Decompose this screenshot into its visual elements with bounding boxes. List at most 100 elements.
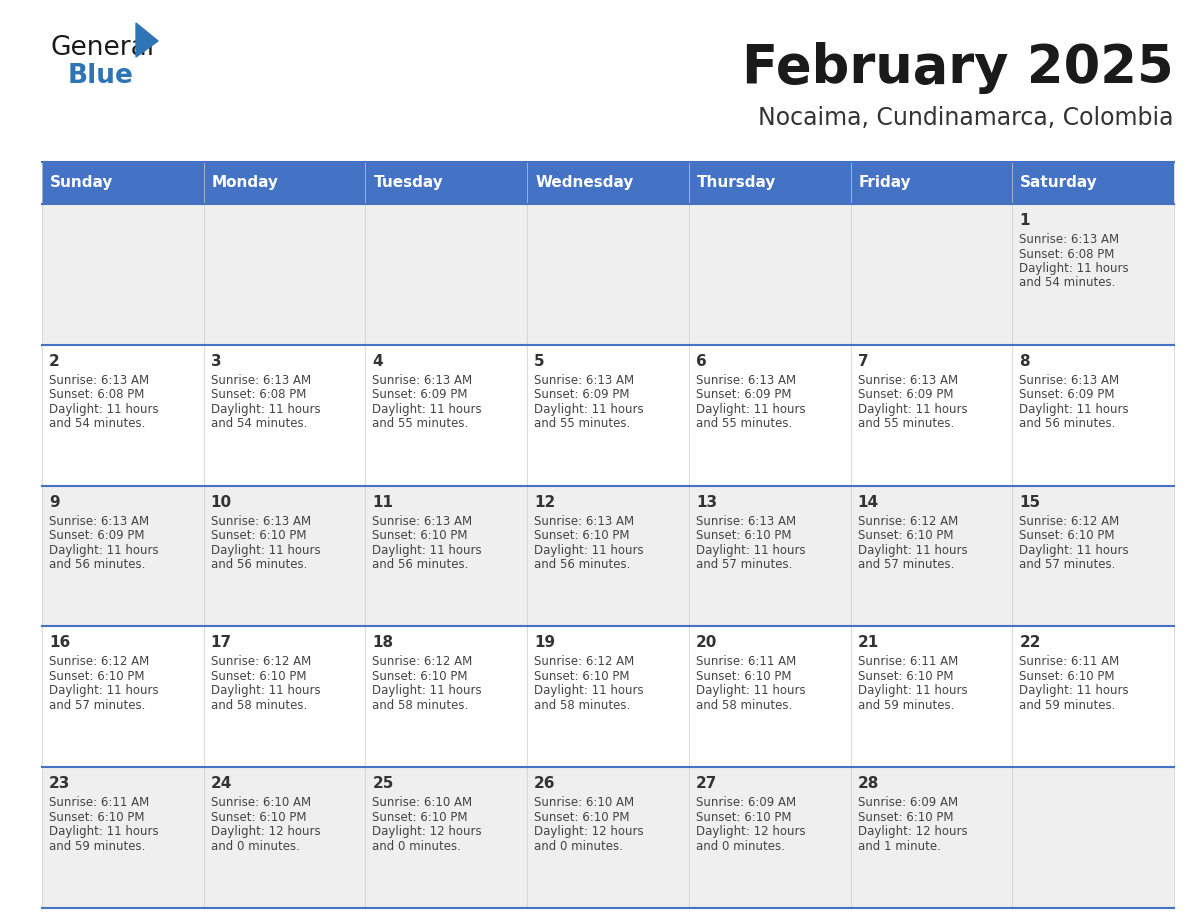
Text: Sunrise: 6:13 AM: Sunrise: 6:13 AM <box>49 374 150 386</box>
Text: Sunrise: 6:13 AM: Sunrise: 6:13 AM <box>372 515 473 528</box>
Text: and 57 minutes.: and 57 minutes. <box>1019 558 1116 571</box>
Text: 23: 23 <box>49 777 70 791</box>
Text: and 55 minutes.: and 55 minutes. <box>696 418 792 431</box>
Text: Sunset: 6:09 PM: Sunset: 6:09 PM <box>535 388 630 401</box>
Text: 16: 16 <box>49 635 70 650</box>
Text: Sunset: 6:09 PM: Sunset: 6:09 PM <box>858 388 953 401</box>
Bar <box>42 626 203 767</box>
Text: Daylight: 11 hours: Daylight: 11 hours <box>535 543 644 556</box>
Text: Daylight: 11 hours: Daylight: 11 hours <box>535 403 644 416</box>
Text: Sunset: 6:10 PM: Sunset: 6:10 PM <box>1019 670 1114 683</box>
Text: Sunset: 6:10 PM: Sunset: 6:10 PM <box>535 811 630 823</box>
Text: and 56 minutes.: and 56 minutes. <box>210 558 307 571</box>
Text: Sunset: 6:10 PM: Sunset: 6:10 PM <box>858 811 953 823</box>
Text: Sunrise: 6:09 AM: Sunrise: 6:09 AM <box>696 796 796 809</box>
Text: 18: 18 <box>372 635 393 650</box>
Text: Sunrise: 6:12 AM: Sunrise: 6:12 AM <box>49 655 150 668</box>
Text: Daylight: 12 hours: Daylight: 12 hours <box>696 825 805 838</box>
Bar <box>527 486 689 626</box>
Text: and 59 minutes.: and 59 minutes. <box>858 699 954 711</box>
Text: Sunrise: 6:09 AM: Sunrise: 6:09 AM <box>858 796 958 809</box>
Text: Daylight: 11 hours: Daylight: 11 hours <box>210 403 321 416</box>
Text: Sunset: 6:10 PM: Sunset: 6:10 PM <box>372 529 468 543</box>
Text: 8: 8 <box>1019 353 1030 369</box>
Bar <box>851 486 1012 626</box>
Bar <box>527 626 689 767</box>
Text: Sunset: 6:08 PM: Sunset: 6:08 PM <box>210 388 307 401</box>
Text: Sunrise: 6:13 AM: Sunrise: 6:13 AM <box>858 374 958 386</box>
Text: Sunset: 6:10 PM: Sunset: 6:10 PM <box>1019 529 1114 543</box>
Text: Sunrise: 6:12 AM: Sunrise: 6:12 AM <box>210 655 311 668</box>
Bar <box>851 345 1012 486</box>
Text: Sunrise: 6:13 AM: Sunrise: 6:13 AM <box>210 515 311 528</box>
Text: and 0 minutes.: and 0 minutes. <box>696 840 785 853</box>
Text: Sunrise: 6:11 AM: Sunrise: 6:11 AM <box>49 796 150 809</box>
Text: Sunset: 6:09 PM: Sunset: 6:09 PM <box>696 388 791 401</box>
Bar <box>689 486 851 626</box>
Text: Sunrise: 6:13 AM: Sunrise: 6:13 AM <box>535 374 634 386</box>
Text: 27: 27 <box>696 777 718 791</box>
Bar <box>366 486 527 626</box>
Text: Sunrise: 6:13 AM: Sunrise: 6:13 AM <box>210 374 311 386</box>
Text: and 58 minutes.: and 58 minutes. <box>696 699 792 711</box>
Text: and 55 minutes.: and 55 minutes. <box>858 418 954 431</box>
Text: and 54 minutes.: and 54 minutes. <box>210 418 307 431</box>
Text: 6: 6 <box>696 353 707 369</box>
Text: 26: 26 <box>535 777 556 791</box>
Text: Sunrise: 6:13 AM: Sunrise: 6:13 AM <box>696 515 796 528</box>
Text: Sunrise: 6:12 AM: Sunrise: 6:12 AM <box>858 515 958 528</box>
Bar <box>1012 345 1174 486</box>
Text: 21: 21 <box>858 635 879 650</box>
Text: 19: 19 <box>535 635 555 650</box>
Text: Sunset: 6:10 PM: Sunset: 6:10 PM <box>210 670 307 683</box>
Text: Sunday: Sunday <box>50 175 113 191</box>
Text: Daylight: 11 hours: Daylight: 11 hours <box>372 403 482 416</box>
Text: and 54 minutes.: and 54 minutes. <box>1019 276 1116 289</box>
Text: Thursday: Thursday <box>697 175 776 191</box>
Text: 14: 14 <box>858 495 879 509</box>
Bar <box>42 162 203 204</box>
Text: Daylight: 11 hours: Daylight: 11 hours <box>1019 685 1129 698</box>
Text: Daylight: 11 hours: Daylight: 11 hours <box>696 403 805 416</box>
Bar <box>366 626 527 767</box>
Text: 10: 10 <box>210 495 232 509</box>
Text: and 1 minute.: and 1 minute. <box>858 840 941 853</box>
Text: Sunset: 6:10 PM: Sunset: 6:10 PM <box>49 670 145 683</box>
Text: Sunset: 6:08 PM: Sunset: 6:08 PM <box>49 388 145 401</box>
Text: Sunrise: 6:11 AM: Sunrise: 6:11 AM <box>1019 655 1119 668</box>
Text: 25: 25 <box>372 777 393 791</box>
Bar <box>1012 486 1174 626</box>
Text: Sunset: 6:10 PM: Sunset: 6:10 PM <box>49 811 145 823</box>
Bar <box>203 767 366 908</box>
Text: Tuesday: Tuesday <box>373 175 443 191</box>
Text: Sunset: 6:10 PM: Sunset: 6:10 PM <box>372 811 468 823</box>
Text: February 2025: February 2025 <box>742 42 1174 94</box>
Text: 3: 3 <box>210 353 221 369</box>
Bar <box>1012 204 1174 345</box>
Text: Daylight: 11 hours: Daylight: 11 hours <box>1019 543 1129 556</box>
Text: 4: 4 <box>372 353 383 369</box>
Text: Saturday: Saturday <box>1020 175 1098 191</box>
Bar <box>203 345 366 486</box>
Bar <box>689 345 851 486</box>
Text: Daylight: 11 hours: Daylight: 11 hours <box>535 685 644 698</box>
Text: Sunrise: 6:12 AM: Sunrise: 6:12 AM <box>372 655 473 668</box>
Text: and 55 minutes.: and 55 minutes. <box>372 418 469 431</box>
Text: Sunrise: 6:12 AM: Sunrise: 6:12 AM <box>1019 515 1119 528</box>
Text: Wednesday: Wednesday <box>535 175 633 191</box>
Text: 24: 24 <box>210 777 232 791</box>
Polygon shape <box>135 23 158 57</box>
Bar <box>851 162 1012 204</box>
Bar <box>42 204 203 345</box>
Bar <box>527 162 689 204</box>
Bar <box>527 345 689 486</box>
Text: and 0 minutes.: and 0 minutes. <box>372 840 461 853</box>
Text: and 57 minutes.: and 57 minutes. <box>858 558 954 571</box>
Text: 28: 28 <box>858 777 879 791</box>
Text: Daylight: 12 hours: Daylight: 12 hours <box>858 825 967 838</box>
Text: Sunset: 6:09 PM: Sunset: 6:09 PM <box>1019 388 1114 401</box>
Text: and 55 minutes.: and 55 minutes. <box>535 418 631 431</box>
Text: 7: 7 <box>858 353 868 369</box>
Bar <box>203 204 366 345</box>
Text: and 56 minutes.: and 56 minutes. <box>1019 418 1116 431</box>
